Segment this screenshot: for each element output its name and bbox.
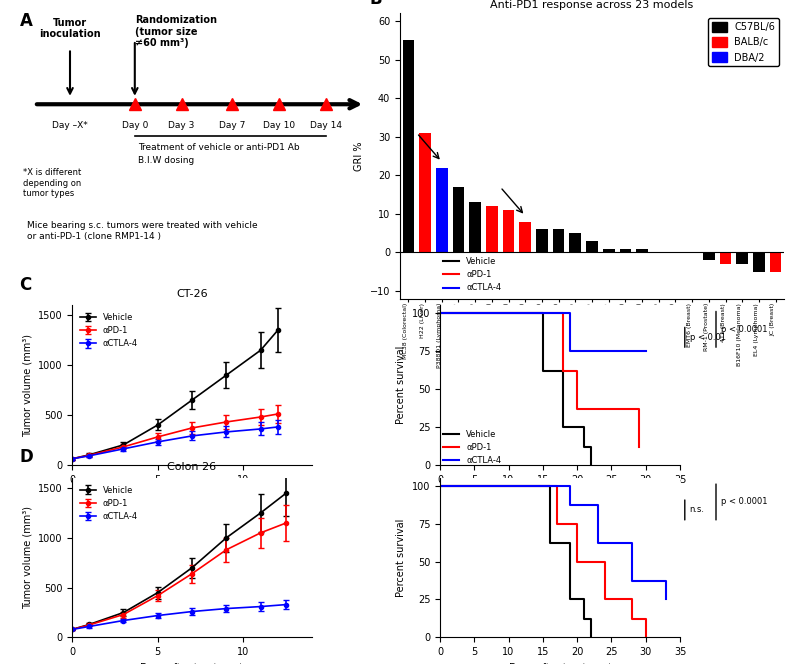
Y-axis label: Percent survival: Percent survival: [396, 346, 406, 424]
Text: Randomization
(tumor size
≠60 mm³): Randomization (tumor size ≠60 mm³): [134, 15, 217, 48]
Bar: [502, 210, 514, 252]
Text: Day –X*: Day –X*: [52, 121, 88, 130]
Legend: Vehicle, αPD-1, αCTLA-4: Vehicle, αPD-1, αCTLA-4: [76, 482, 142, 525]
Y-axis label: Percent survival: Percent survival: [396, 519, 406, 597]
Text: B.I.W dosing: B.I.W dosing: [138, 156, 194, 165]
Title: CT-26: CT-26: [176, 289, 208, 299]
Legend: C57BL/6, BALB/c, DBA/2: C57BL/6, BALB/c, DBA/2: [708, 18, 779, 66]
Legend: Vehicle, αPD-1, αCTLA-4: Vehicle, αPD-1, αCTLA-4: [439, 426, 505, 469]
Text: p < 0.0001: p < 0.0001: [721, 497, 767, 507]
Y-axis label: GRI %: GRI %: [354, 141, 364, 171]
X-axis label: Days after treatment: Days after treatment: [509, 490, 611, 500]
Text: n.s.: n.s.: [690, 505, 705, 515]
Text: D: D: [19, 448, 33, 466]
Text: p < 0.0001: p < 0.0001: [721, 325, 767, 334]
Text: Day 14: Day 14: [310, 121, 342, 130]
Text: p < 0.01: p < 0.01: [690, 333, 726, 342]
Bar: [603, 248, 614, 252]
Text: C: C: [19, 276, 31, 293]
X-axis label: Days after treatment: Days after treatment: [141, 663, 243, 664]
Text: Day 3: Day 3: [169, 121, 194, 130]
Text: Treatment of vehicle or anti-PD1 Ab: Treatment of vehicle or anti-PD1 Ab: [138, 143, 300, 152]
Bar: [536, 229, 548, 252]
Legend: Vehicle, αPD-1, αCTLA-4: Vehicle, αPD-1, αCTLA-4: [439, 254, 505, 296]
Bar: [737, 252, 748, 264]
Text: Tumor
inoculation: Tumor inoculation: [39, 18, 101, 39]
Bar: [586, 241, 598, 252]
Text: Day 10: Day 10: [262, 121, 295, 130]
Y-axis label: Tumor volume (mm³): Tumor volume (mm³): [22, 333, 32, 437]
Text: A: A: [19, 12, 33, 31]
Bar: [570, 233, 581, 252]
X-axis label: Days after treatment: Days after treatment: [141, 490, 243, 500]
Title: Colon 26: Colon 26: [167, 461, 217, 471]
Y-axis label: Tumor volume (mm³): Tumor volume (mm³): [22, 506, 32, 610]
Bar: [553, 229, 565, 252]
Text: B: B: [370, 0, 382, 9]
Bar: [419, 133, 431, 252]
Bar: [720, 252, 731, 264]
Bar: [470, 203, 481, 252]
Bar: [519, 222, 531, 252]
Bar: [436, 167, 447, 252]
Text: Mice bearing s.c. tumors were treated with vehicle
or anti-PD-1 (clone RMP1-14 ): Mice bearing s.c. tumors were treated wi…: [26, 221, 258, 241]
X-axis label: Days after treatment: Days after treatment: [509, 663, 611, 664]
Bar: [703, 252, 714, 260]
Bar: [619, 248, 631, 252]
Bar: [753, 252, 765, 272]
Legend: Vehicle, αPD-1, αCTLA-4: Vehicle, αPD-1, αCTLA-4: [76, 309, 142, 352]
Text: *X is different
depending on
tumor types: *X is different depending on tumor types: [23, 169, 82, 198]
Bar: [486, 207, 498, 252]
Text: Day 7: Day 7: [219, 121, 245, 130]
Title: Anti-PD1 response across 23 models: Anti-PD1 response across 23 models: [490, 0, 694, 10]
Text: Day 0: Day 0: [122, 121, 148, 130]
Bar: [770, 252, 782, 272]
Bar: [402, 41, 414, 252]
Bar: [636, 248, 648, 252]
Bar: [453, 187, 464, 252]
